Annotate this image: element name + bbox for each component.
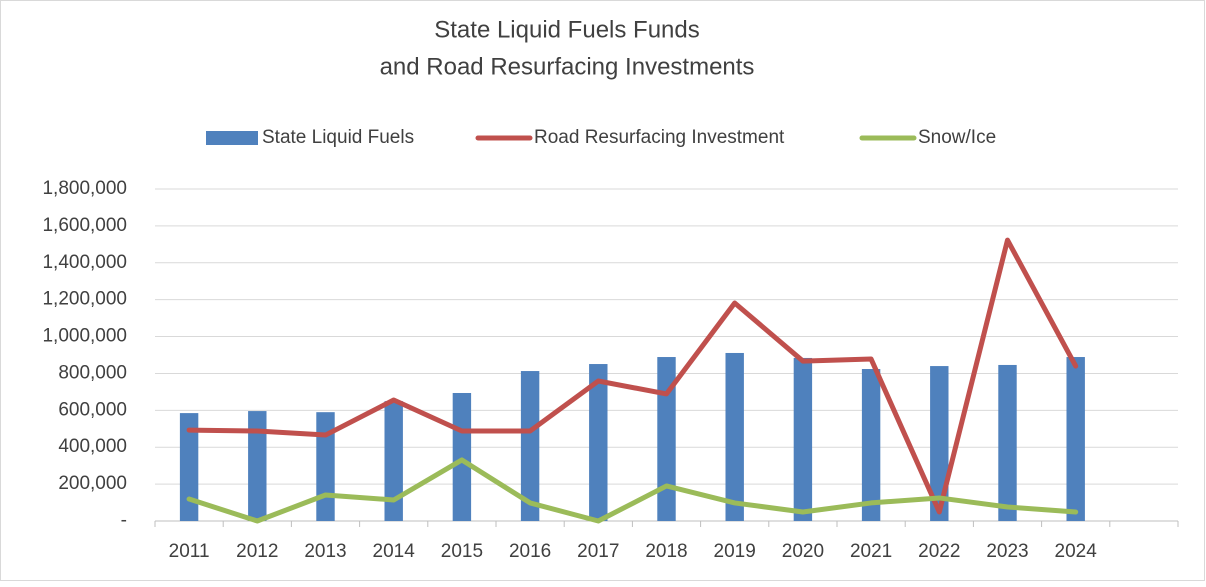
bar [316, 412, 335, 521]
y-tick-label: 200,000 [58, 473, 127, 494]
y-tick-label: 800,000 [58, 362, 127, 383]
line [186, 457, 1079, 524]
bar [930, 366, 949, 521]
y-tick-label: 1,200,000 [42, 289, 127, 310]
y-tick-label: 1,400,000 [42, 252, 127, 273]
bar [1066, 357, 1085, 521]
bar [725, 352, 744, 521]
x-tick-label: 2017 [577, 541, 619, 562]
line [186, 237, 1079, 515]
y-tick-label: 1,000,000 [42, 326, 127, 347]
x-tick-label: 2011 [169, 541, 210, 562]
chart-title: and Road Resurfacing Investments [380, 53, 755, 80]
x-tick-label: 2016 [509, 541, 551, 562]
y-tick-label: 600,000 [58, 399, 127, 420]
x-tick-label: 2012 [236, 541, 278, 562]
bar [861, 369, 881, 521]
x-tick-label: 2013 [304, 541, 346, 562]
x-tick-label: 2021 [850, 541, 892, 562]
y-tick-label: - [121, 510, 127, 531]
bar [793, 357, 813, 521]
y-tick-label: 400,000 [58, 436, 127, 457]
chart-title: State Liquid Fuels Funds [434, 16, 700, 43]
legend-label: Road Resurfacing Investment [534, 127, 785, 148]
x-tick-label: 2024 [1055, 541, 1098, 562]
bar [248, 411, 267, 521]
bar [384, 401, 403, 521]
x-tick-label: 2023 [986, 541, 1028, 562]
legend-label: State Liquid Fuels [262, 127, 414, 148]
y-tick-label: 1,800,000 [42, 178, 127, 199]
x-tick-label: 2019 [714, 541, 756, 562]
legend-swatch [206, 131, 258, 145]
bar [657, 357, 676, 521]
bar [998, 364, 1017, 521]
y-tick-label: 1,600,000 [42, 215, 127, 236]
bar [452, 392, 472, 521]
x-tick-label: 2015 [441, 541, 483, 562]
bar [520, 371, 540, 521]
bar [589, 364, 608, 521]
x-tick-label: 2020 [782, 541, 824, 562]
x-tick-label: 2018 [645, 541, 687, 562]
legend-label: Snow/Ice [918, 127, 996, 148]
bar [179, 413, 199, 521]
x-tick-label: 2014 [373, 541, 416, 562]
x-tick-label: 2022 [918, 541, 960, 562]
